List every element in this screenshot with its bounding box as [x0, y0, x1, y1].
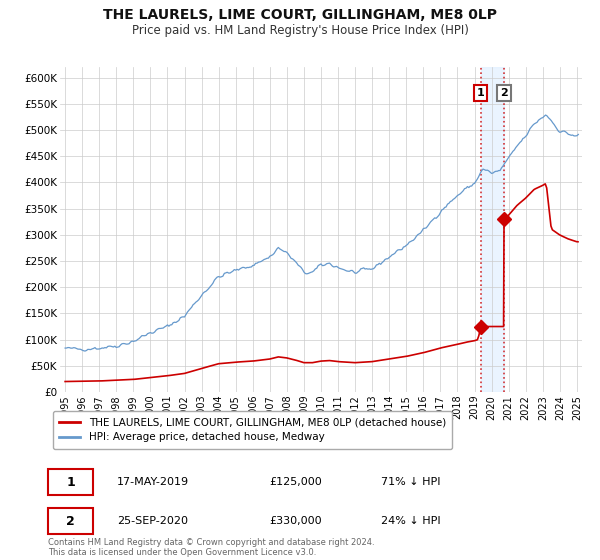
Text: 24% ↓ HPI: 24% ↓ HPI [380, 516, 440, 526]
FancyBboxPatch shape [48, 508, 93, 534]
Text: 1: 1 [67, 476, 75, 489]
Text: 2: 2 [500, 88, 508, 98]
Text: £330,000: £330,000 [270, 516, 322, 526]
Text: 2: 2 [67, 515, 75, 528]
Text: THE LAURELS, LIME COURT, GILLINGHAM, ME8 0LP: THE LAURELS, LIME COURT, GILLINGHAM, ME8… [103, 8, 497, 22]
Text: 17-MAY-2019: 17-MAY-2019 [116, 477, 189, 487]
Text: £125,000: £125,000 [270, 477, 323, 487]
Legend: THE LAURELS, LIME COURT, GILLINGHAM, ME8 0LP (detached house), HPI: Average pric: THE LAURELS, LIME COURT, GILLINGHAM, ME8… [53, 411, 452, 449]
Text: 71% ↓ HPI: 71% ↓ HPI [380, 477, 440, 487]
Text: 1: 1 [477, 88, 485, 98]
Text: Contains HM Land Registry data © Crown copyright and database right 2024.
This d: Contains HM Land Registry data © Crown c… [48, 538, 374, 557]
FancyBboxPatch shape [48, 469, 93, 495]
Text: Price paid vs. HM Land Registry's House Price Index (HPI): Price paid vs. HM Land Registry's House … [131, 24, 469, 36]
Bar [481, 67, 504, 392]
Text: 25-SEP-2020: 25-SEP-2020 [116, 516, 188, 526]
